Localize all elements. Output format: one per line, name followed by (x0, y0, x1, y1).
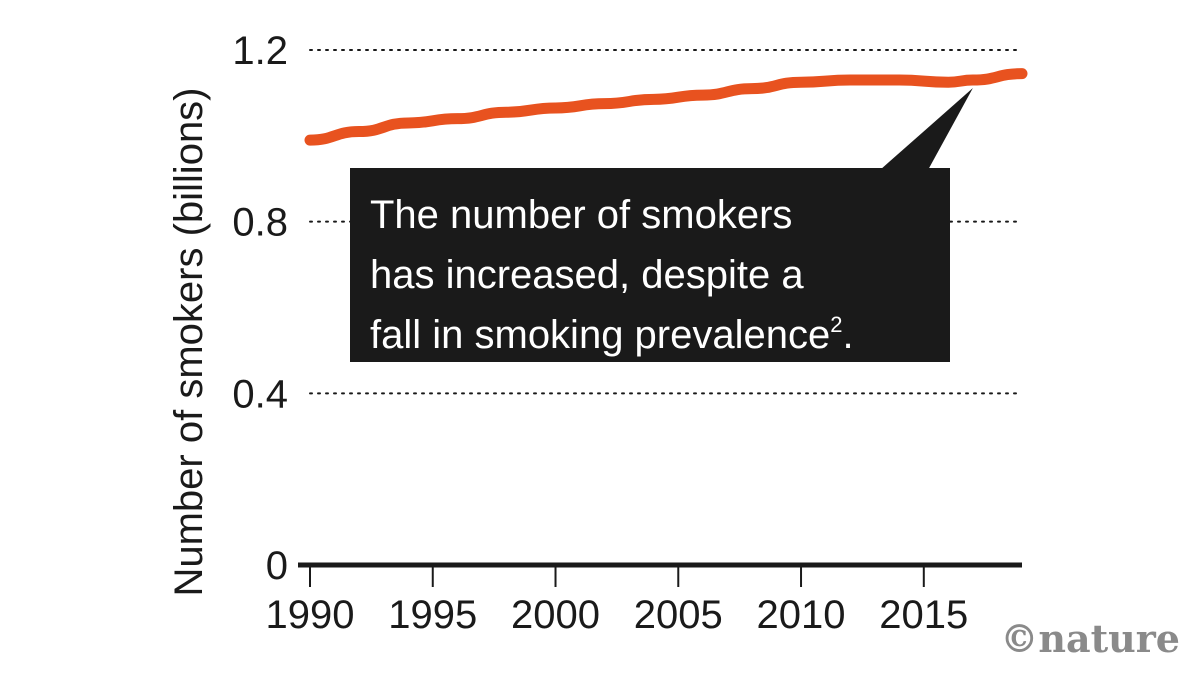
annotation-line-3-text: fall in smoking prevalence (370, 313, 830, 357)
series-lines (304, 68, 1028, 146)
credit-nature: ©nature (1000, 616, 1180, 661)
y-tick-label: 0 (266, 544, 288, 588)
annotation-superscript: 2 (830, 312, 842, 337)
y-tick-label: 1.2 (232, 29, 288, 73)
annotation-pointer (880, 88, 973, 170)
annotation-box (350, 168, 950, 362)
x-tick-label: 2010 (757, 593, 846, 637)
x-tick-label: 2015 (879, 593, 968, 637)
x-axis-ticks: 1990 1995 2000 2005 2010 2015 (266, 565, 968, 637)
x-tick-label: 2000 (511, 593, 600, 637)
annotation-line-3: fall in smoking prevalence2. (370, 312, 854, 357)
x-tick-label: 2005 (634, 593, 723, 637)
y-tick-label: 0.4 (232, 372, 288, 416)
series-line-0 (304, 68, 1028, 146)
annotation-trailing: . (842, 313, 853, 357)
x-tick-label: 1990 (266, 593, 355, 637)
y-axis-ticks: 0 0.4 0.8 1.2 (232, 29, 288, 588)
y-tick-label: 0.8 (232, 201, 288, 245)
annotation-line-1: The number of smokers (370, 193, 792, 237)
annotation-callout: The number of smokers has increased, des… (350, 88, 973, 362)
annotation-line-2: has increased, despite a (370, 253, 804, 297)
y-axis-title: Number of smokers (billions) (167, 87, 211, 596)
x-tick-label: 1995 (388, 593, 477, 637)
